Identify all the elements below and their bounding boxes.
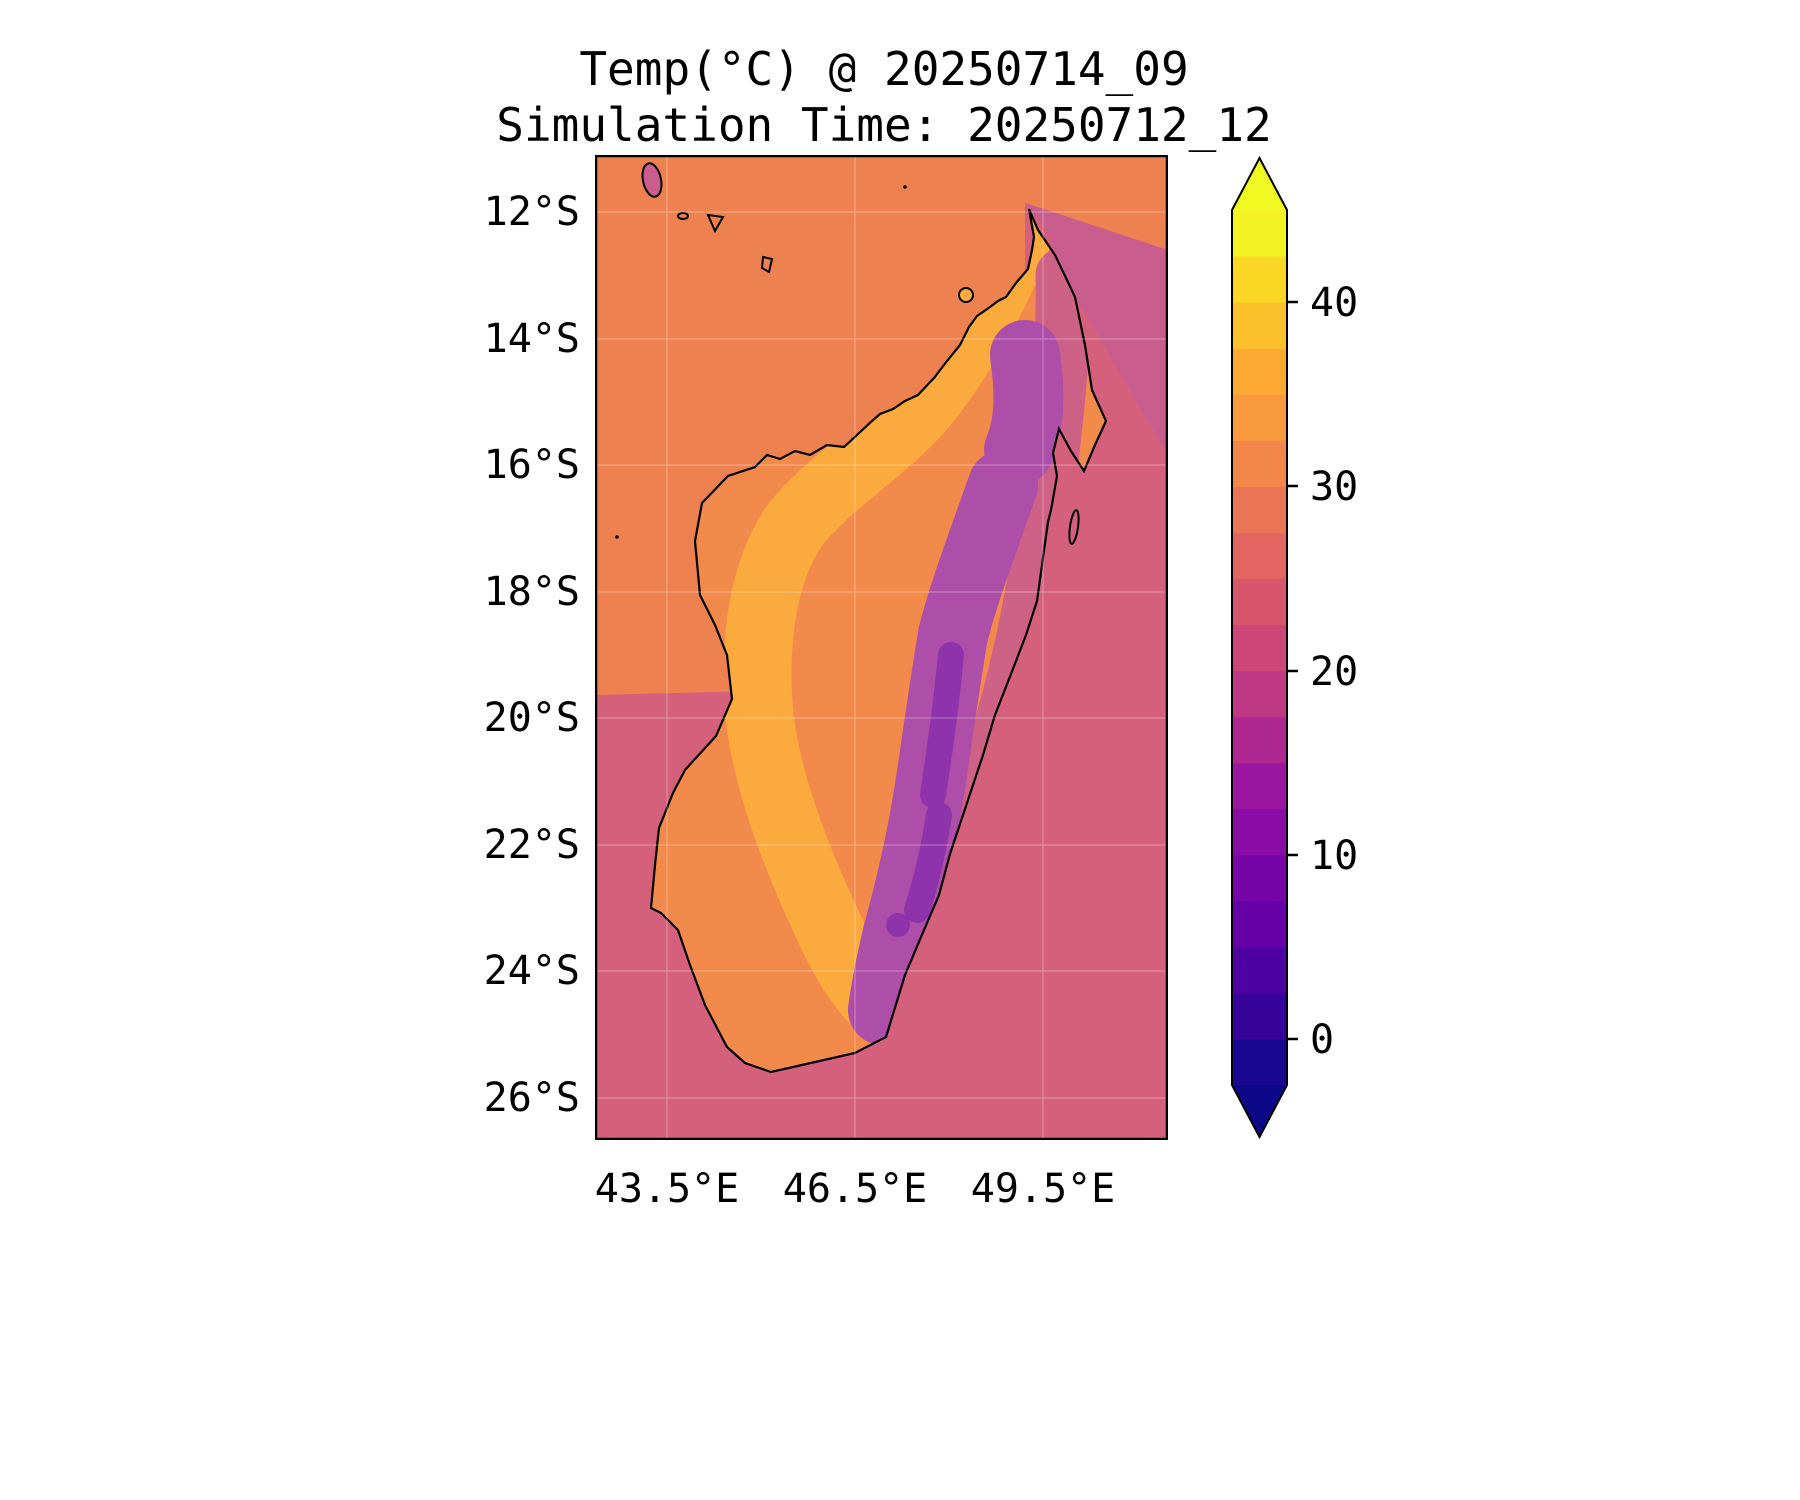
colorbar-tick-40: 40 <box>1310 280 1358 326</box>
grande-comore-island <box>641 162 663 198</box>
highland-cold-spot <box>886 913 910 937</box>
figure-subtitle: Simulation Time: 20250712_12 <box>496 98 1272 152</box>
colorbar-over-arrow <box>1232 158 1287 210</box>
colorbar-band <box>1232 210 1287 257</box>
colorbar-band <box>1232 624 1287 672</box>
colorbar-band <box>1232 1038 1287 1086</box>
lat-tick-18s: 18°S <box>483 569 580 615</box>
ocean-mid-wedge-region <box>1025 203 1168 455</box>
hot-lowland-band <box>723 209 1053 1051</box>
colorbar-bands <box>1232 210 1287 1086</box>
lon-tick-46-5e: 46.5°E <box>782 1166 928 1212</box>
temperature-map <box>595 155 1168 1140</box>
colorbar-band <box>1232 716 1287 764</box>
graticule <box>595 155 1168 1140</box>
sainte-marie-island <box>1068 509 1080 545</box>
lat-tick-22s: 22°S <box>483 822 580 868</box>
colorbar-band <box>1232 532 1287 580</box>
colorbar-band <box>1232 578 1287 626</box>
lat-tick-20s: 20°S <box>483 695 580 741</box>
colorbar-band <box>1232 302 1287 349</box>
islet-dot-north <box>903 185 907 189</box>
lon-tick-43-5e: 43.5°E <box>594 1166 740 1212</box>
colorbar-band <box>1232 946 1287 994</box>
map-panel <box>595 155 1168 1140</box>
colorbar-tick-30: 30 <box>1310 464 1358 510</box>
nosy-be-island <box>958 287 974 303</box>
colorbar-band <box>1232 854 1287 902</box>
moheli-island <box>677 212 689 220</box>
anjouan-island <box>706 213 725 234</box>
mayotte-island <box>760 255 774 274</box>
colorbar-tick-20: 20 <box>1310 649 1358 695</box>
colorbar-band <box>1232 670 1287 718</box>
colorbar-band <box>1232 348 1287 395</box>
colorbar-band <box>1232 394 1287 441</box>
lon-tick-49-5e: 49.5°E <box>970 1166 1116 1212</box>
colorbar-ticks <box>1287 300 1298 1041</box>
lat-tick-24s: 24°S <box>483 948 580 994</box>
colorbar-band <box>1232 256 1287 303</box>
colorbar-tick-10: 10 <box>1310 833 1358 879</box>
colorbar-outline <box>1231 155 1288 1140</box>
highland-cold-core <box>904 642 964 923</box>
islet-dot-west <box>615 535 619 539</box>
colorbar-band <box>1232 440 1287 487</box>
lat-tick-16s: 16°S <box>483 442 580 488</box>
colorbar-band <box>1232 992 1287 1040</box>
lat-tick-14s: 14°S <box>483 316 580 362</box>
colorbar: 40 30 20 10 0 <box>1231 155 1358 1140</box>
lat-tick-12s: 12°S <box>483 189 580 235</box>
lat-tick-26s: 26°S <box>483 1075 580 1121</box>
colorbar-tick-0: 0 <box>1310 1017 1334 1063</box>
map-frame <box>595 155 1168 1140</box>
figure-title: Temp(°C) @ 20250714_09 <box>579 42 1189 96</box>
colorbar-band <box>1232 486 1287 533</box>
colorbar-panel: 40 30 20 10 0 <box>1228 155 1418 1145</box>
colorbar-band <box>1232 808 1287 856</box>
colorbar-band <box>1232 762 1287 810</box>
colorbar-under-arrow <box>1232 1085 1287 1137</box>
colorbar-band <box>1232 900 1287 948</box>
